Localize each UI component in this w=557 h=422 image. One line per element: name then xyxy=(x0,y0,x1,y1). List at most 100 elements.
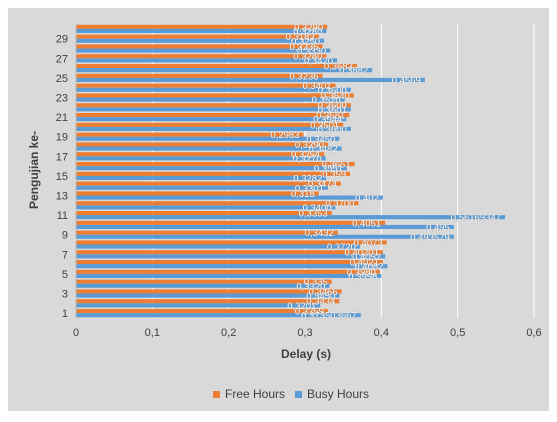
x-tick-label: 0,4 xyxy=(374,327,389,339)
bar-free-hours xyxy=(76,240,387,245)
data-label: 0,3601 xyxy=(318,105,347,116)
data-label: 0,3980 xyxy=(347,267,376,278)
bar-busy-hours xyxy=(76,87,351,92)
bar-busy-hours xyxy=(76,48,331,53)
bar-busy-hours xyxy=(76,156,326,161)
x-tick-label: 0,5 xyxy=(450,327,465,339)
y-tick-label: 25 xyxy=(56,73,68,85)
data-label: 0,3183 xyxy=(286,32,315,43)
bar-free-hours xyxy=(76,132,304,137)
legend-label: Free Hours xyxy=(225,387,285,401)
bar-free-hours xyxy=(76,181,341,186)
bar-busy-hours xyxy=(76,293,340,298)
data-label: 0,3236 xyxy=(289,71,318,82)
bar-busy-hours xyxy=(76,224,454,230)
data-label: 0,3640 xyxy=(321,91,350,102)
x-tick-label: 0,1 xyxy=(145,327,160,339)
bar-free-hours xyxy=(76,191,319,196)
data-label: 0,3282 xyxy=(293,173,322,184)
data-label: 0,3501 xyxy=(310,120,339,131)
bar-free-hours xyxy=(76,230,338,235)
data-label: 0,402 xyxy=(355,193,379,204)
data-label: 0,3482 xyxy=(309,144,338,155)
data-label: 0,3882 xyxy=(339,66,368,77)
data-label: 0,3235 xyxy=(289,42,318,53)
data-label: 0,3998 xyxy=(348,271,377,282)
data-label: 0,3474 xyxy=(308,179,337,190)
data-label: 0,335 xyxy=(304,277,328,288)
bar-busy-hours xyxy=(76,28,327,34)
bar-busy-hours xyxy=(76,234,454,239)
data-label: 0,3434 xyxy=(306,297,335,308)
data-label: 0,3456 xyxy=(309,287,338,298)
bar-free-hours xyxy=(76,289,342,294)
data-label: 0,2983 xyxy=(270,130,299,141)
y-tick-label: 19 xyxy=(56,132,68,144)
bar-busy-hours xyxy=(76,146,342,151)
bar-free-hours xyxy=(76,220,386,225)
bar-free-hours xyxy=(76,259,383,265)
data-label: 0,3301 xyxy=(295,183,324,194)
data-label: 0,3600 xyxy=(318,85,347,96)
bar-busy-hours xyxy=(76,58,338,63)
y-tick-label: 7 xyxy=(62,249,68,261)
x-tick-label: 0,2 xyxy=(221,327,236,339)
x-tick-label: 0 xyxy=(73,327,79,339)
data-label: 0,3353 xyxy=(299,209,328,220)
data-label: 0,359 xyxy=(322,169,346,180)
bar-free-hours xyxy=(76,103,351,108)
data-label: 0,3201 xyxy=(287,301,316,312)
bar-free-hours xyxy=(76,171,351,176)
bar-free-hours xyxy=(76,279,332,284)
data-label: 0,3270 xyxy=(293,154,322,165)
bar-busy-hours xyxy=(76,205,336,210)
data-label: 0,3600 xyxy=(318,124,347,135)
legend-swatch xyxy=(213,391,220,398)
x-tick-label: 0,3 xyxy=(297,327,312,339)
y-tick-label: 1 xyxy=(62,308,68,320)
bar-busy-hours xyxy=(76,185,328,190)
y-tick-label: 3 xyxy=(62,289,68,301)
data-label: 0,3651 xyxy=(322,160,351,171)
y-tick-label: 5 xyxy=(62,269,68,281)
x-axis-title: Delay (s) xyxy=(281,347,331,361)
bar-free-hours xyxy=(76,24,328,29)
data-label: 0,3330 xyxy=(297,46,326,57)
data-label: 0,3420 xyxy=(304,56,333,67)
data-label: 0,3551 xyxy=(314,164,343,175)
bar-busy-hours xyxy=(76,68,373,73)
bar-busy-hours xyxy=(76,313,361,318)
data-label: 0,3544 xyxy=(313,115,342,126)
bar-busy-hours xyxy=(76,264,388,269)
data-label: 0,3290 xyxy=(295,140,324,151)
data-label: 0,3280 xyxy=(293,52,322,63)
legend-swatch xyxy=(295,391,302,398)
data-label: 0,3320 xyxy=(296,281,325,292)
bar-busy-hours xyxy=(76,175,327,181)
bar-free-hours xyxy=(76,161,355,167)
bar-free-hours xyxy=(76,299,340,304)
bar-free-hours xyxy=(76,210,332,216)
data-label: 0,3432 xyxy=(305,228,334,239)
bar-busy-hours xyxy=(76,273,382,279)
data-label: 0,3401 xyxy=(302,81,331,92)
bar-free-hours xyxy=(76,308,328,314)
data-label: 0,56169347 xyxy=(451,213,501,224)
bar-busy-hours xyxy=(76,166,347,171)
data-label: 0,318 xyxy=(291,189,315,200)
bar-free-hours xyxy=(76,112,350,118)
data-label: 0,40201 xyxy=(345,248,379,259)
bar-busy-hours xyxy=(76,215,505,220)
bar-busy-hours xyxy=(76,38,325,43)
bar-free-hours xyxy=(76,34,319,39)
bar-busy-hours xyxy=(76,283,330,288)
bar-free-hours xyxy=(76,201,359,206)
bar-busy-hours xyxy=(76,303,321,308)
bar-free-hours xyxy=(76,93,354,98)
data-label: 0,3600 xyxy=(318,101,347,112)
data-label: 0,3359 xyxy=(295,307,324,318)
bar-free-hours xyxy=(76,54,327,59)
legend-label: Busy Hours xyxy=(307,387,369,401)
